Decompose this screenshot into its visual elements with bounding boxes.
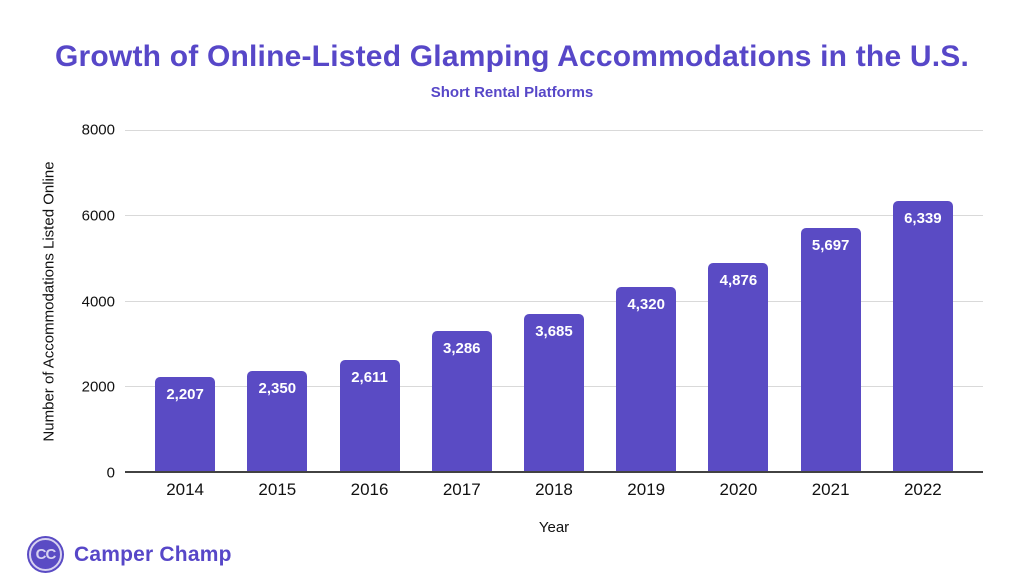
x-tick-label: 2014	[166, 480, 205, 499]
bar-2022: 6,339	[892, 200, 953, 471]
gridline	[125, 130, 983, 131]
bar-slot: 3,685	[508, 130, 600, 471]
bar-2015: 2,350	[247, 370, 308, 471]
bar-value-label: 2,207	[166, 385, 204, 403]
bar-2018: 3,685	[523, 313, 584, 471]
bars-row: 2,207 2,350 2,611 3,286 3,685 4,320 4,876 5,697…	[125, 130, 983, 471]
chart-title: Growth of Online-Listed Glamping Accommo…	[54, 40, 970, 73]
bar-2017: 3,286	[431, 330, 492, 471]
y-tick-label: 8000	[81, 121, 115, 139]
x-tick-label: 2020	[719, 480, 758, 499]
bar-value-label: 3,685	[535, 322, 573, 340]
bar-2014: 2,207	[155, 376, 216, 471]
bar-value-label: 2,611	[351, 368, 388, 386]
bar-slot: 4,876	[692, 130, 784, 471]
bar-slot: 2,611	[323, 130, 415, 471]
gridline	[125, 300, 983, 302]
bar-value-label: 6,339	[904, 209, 942, 227]
bar-value-label: 3,286	[442, 339, 481, 357]
x-labels-row: 2014 2015 2016 2017 2018 2019 2020 2021 2022	[125, 480, 983, 500]
bar-slot: 5,697	[785, 130, 877, 471]
y-tick-label: 0	[106, 464, 115, 482]
bar-slot: 2,207	[139, 130, 231, 471]
bar-2021: 5,697	[800, 228, 861, 471]
gridline	[125, 215, 983, 217]
x-tick-label: 2022	[903, 480, 942, 499]
bar-2016: 2,611	[339, 359, 400, 471]
brand-logo: CC Camper Champ	[27, 536, 232, 573]
bar-value-label: 5,697	[811, 237, 850, 255]
x-tick-label: 2016	[350, 480, 389, 499]
bar-2020: 4,876	[708, 263, 769, 471]
x-tick-label: 2021	[811, 480, 850, 499]
y-tick-label: 2000	[81, 378, 115, 396]
camper-champ-logo-icon: CC	[27, 536, 64, 573]
y-tick-label: 6000	[81, 207, 115, 225]
logo-cc-text: CC	[35, 546, 57, 563]
bar-value-label: 2,350	[258, 379, 297, 397]
x-axis-title: Year	[538, 519, 570, 536]
brand-name: Camper Champ	[74, 542, 232, 566]
bar-2019: 4,320	[616, 286, 677, 471]
bar-slot: 3,286	[416, 130, 508, 471]
y-tick-label: 4000	[81, 293, 115, 310]
plot-area: 2,207 2,350 2,611 3,286 3,685 4,320 4,876 5,697…	[125, 130, 983, 473]
bar-slot: 6,339	[877, 130, 969, 471]
bar-value-label: 4,320	[627, 295, 665, 313]
x-tick-label: 2017	[442, 480, 481, 499]
chart-subtitle: Short Rental Platforms	[430, 84, 594, 101]
x-tick-label: 2019	[627, 480, 666, 499]
bar-slot: 2,350	[231, 130, 323, 471]
x-tick-label: 2018	[535, 480, 573, 499]
x-tick-label: 2015	[258, 480, 297, 499]
bar-value-label: 4,876	[719, 272, 758, 290]
bar-slot: 4,320	[600, 130, 692, 471]
y-axis-ticks: 0 2000 4000 6000 8000	[0, 122, 115, 482]
